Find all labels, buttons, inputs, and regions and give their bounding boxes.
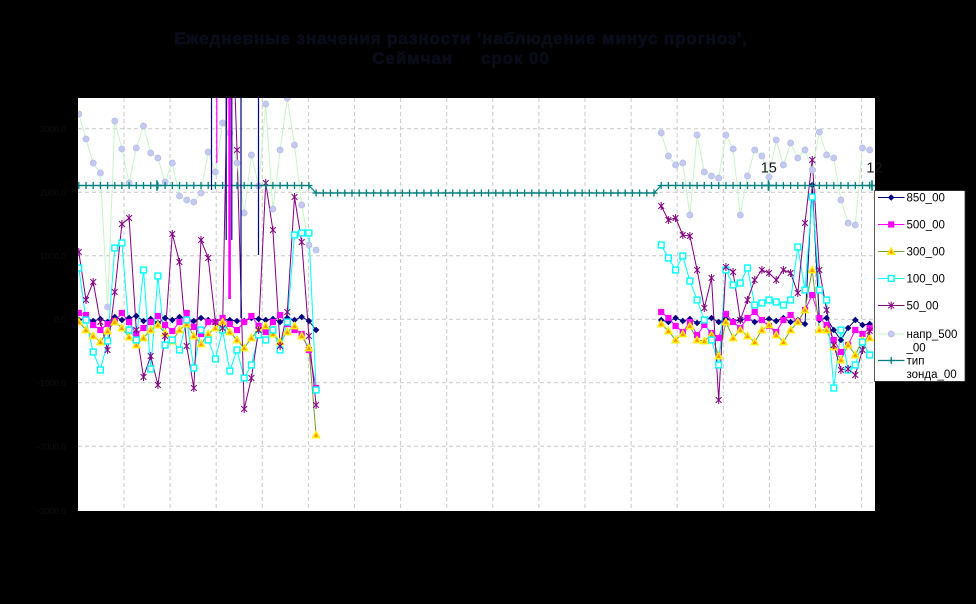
svg-text:15: 15 xyxy=(761,161,777,177)
svg-text:850_00: 850_00 xyxy=(907,193,945,205)
svg-text:зонда_00: зонда_00 xyxy=(907,369,957,381)
svg-text:2000,0: 2000,0 xyxy=(40,188,66,198)
svg-text:50_00: 50_00 xyxy=(907,301,939,313)
svg-text:0,0: 0,0 xyxy=(54,315,66,325)
svg-text:-2000,0: -2000,0 xyxy=(37,442,66,452)
svg-text:Сеймчан срок 00: Сеймчан срок 00 xyxy=(372,49,549,68)
svg-text:Ежедневные значения разности ': Ежедневные значения разности 'наблюдение… xyxy=(174,29,748,48)
svg-text:-3000,0: -3000,0 xyxy=(37,506,66,516)
svg-text:напр_500: напр_500 xyxy=(907,329,958,341)
svg-text:100_00: 100_00 xyxy=(907,274,945,286)
svg-text:3000,0: 3000,0 xyxy=(40,124,66,134)
svg-text:_00: _00 xyxy=(906,343,926,355)
svg-text:500_00: 500_00 xyxy=(907,220,945,232)
svg-text:-1000,0: -1000,0 xyxy=(37,378,66,388)
svg-text:1000,0: 1000,0 xyxy=(40,251,66,261)
svg-text:300_00: 300_00 xyxy=(907,247,945,259)
svg-text:тип: тип xyxy=(907,356,925,368)
svg-text:12: 12 xyxy=(866,161,882,177)
